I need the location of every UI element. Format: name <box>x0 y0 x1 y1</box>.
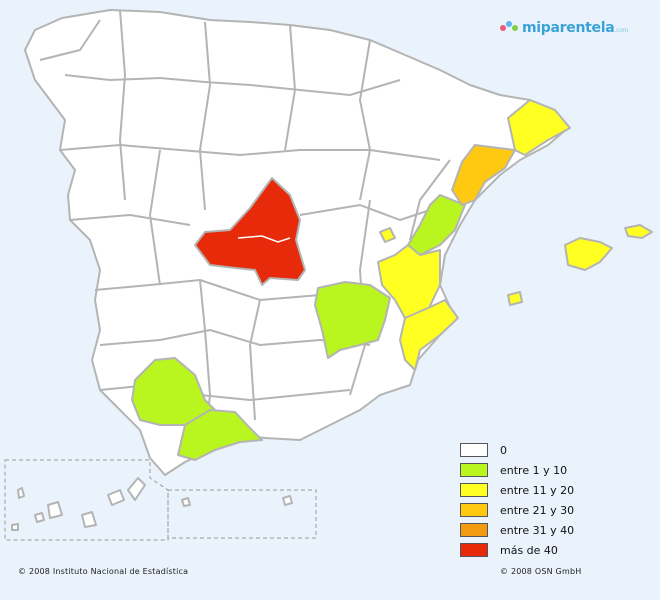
legend-label: 0 <box>500 443 507 457</box>
ceuta <box>181 497 191 507</box>
legend-swatch <box>460 483 488 497</box>
province-cuenca-area <box>314 281 391 359</box>
island-ibiza <box>507 291 523 306</box>
logo-suffix: .com <box>614 27 628 34</box>
legend-label: entre 1 y 10 <box>500 463 568 477</box>
miparentela-logo[interactable]: miparentela.com <box>500 20 628 36</box>
canary-islands <box>11 477 146 531</box>
madrid-boundary-detail <box>237 235 291 243</box>
legend-swatch <box>460 503 488 517</box>
province-teruel-exclave <box>379 227 396 243</box>
copyright-osn: © 2008 OSN GmbH <box>500 567 582 576</box>
inset-frames <box>4 459 317 541</box>
province-tarragona <box>451 144 516 206</box>
legend-item: entre 31 y 40 <box>460 520 574 540</box>
legend-item: más de 40 <box>460 540 574 560</box>
island-menorca <box>624 224 653 239</box>
province-madrid <box>194 177 306 286</box>
people-icon <box>500 21 518 35</box>
legend-item: entre 11 y 20 <box>460 480 574 500</box>
legend-swatch <box>460 463 488 477</box>
province-alicante <box>399 299 459 371</box>
province-girona-barcelona <box>507 99 571 156</box>
legend-label: entre 31 y 40 <box>500 523 575 537</box>
map-legend: 0 entre 1 y 10 entre 11 y 20 entre 21 y … <box>460 440 574 560</box>
legend-item: entre 21 y 30 <box>460 500 574 520</box>
legend-swatch <box>460 543 488 557</box>
logo-text: miparentela <box>522 20 615 36</box>
melilla <box>282 495 293 506</box>
copyright-ine: © 2008 Instituto Nacional de Estadística <box>18 567 189 576</box>
legend-swatch <box>460 443 488 457</box>
legend-item: 0 <box>460 440 574 460</box>
legend-label: entre 21 y 30 <box>500 503 575 517</box>
legend-label: más de 40 <box>500 543 558 557</box>
province-malaga <box>177 409 263 461</box>
legend-swatch <box>460 523 488 537</box>
legend-item: entre 1 y 10 <box>460 460 574 480</box>
legend-label: entre 11 y 20 <box>500 483 575 497</box>
island-mallorca <box>564 237 613 271</box>
